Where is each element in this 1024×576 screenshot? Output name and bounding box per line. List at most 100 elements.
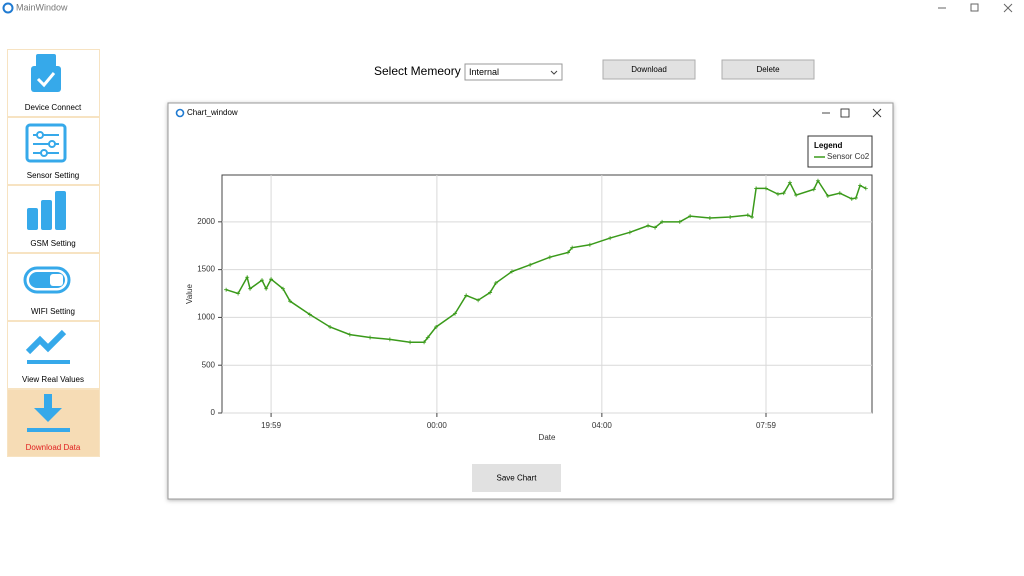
sidebar-item-bg <box>7 389 100 457</box>
icon <box>41 200 52 230</box>
data-marker <box>347 332 352 337</box>
data-marker <box>248 286 253 291</box>
icon <box>34 408 62 422</box>
chart-window-controls[interactable] <box>822 108 882 118</box>
sidebar-item[interactable]: Download Data <box>7 389 100 457</box>
icon <box>50 274 63 286</box>
data-marker <box>825 194 830 199</box>
icon <box>23 266 71 294</box>
data-marker <box>224 287 229 292</box>
data-marker <box>493 281 498 286</box>
icon <box>48 140 56 148</box>
data-marker <box>787 180 792 185</box>
data-marker <box>775 192 780 197</box>
sidebar-item-label: View Real Values <box>22 375 84 384</box>
x-tick-label: 07:59 <box>756 421 777 430</box>
data-marker <box>707 216 712 221</box>
data-marker <box>422 340 427 345</box>
data-marker <box>328 324 333 329</box>
data-marker <box>749 215 754 220</box>
data-marker <box>863 186 868 191</box>
data-marker <box>464 293 469 298</box>
data-marker <box>260 278 265 283</box>
sidebar-item[interactable]: View Real Values <box>7 321 100 389</box>
data-line <box>225 179 867 344</box>
window-title: MainWindow <box>16 2 68 12</box>
data-marker <box>453 311 458 316</box>
y-axis-label: Value <box>185 284 194 304</box>
data-marker <box>653 225 658 230</box>
save-chart-button[interactable]: Save Chart <box>472 464 561 492</box>
data-marker <box>660 219 665 224</box>
memory-select-value: Internal <box>469 67 499 77</box>
icon <box>55 191 66 230</box>
data-marker <box>269 277 274 282</box>
data-marker <box>608 236 613 241</box>
memory-label: Select Memeory <box>374 64 461 78</box>
legend-label: Sensor Co2 <box>827 152 870 161</box>
x-tick-label: 19:59 <box>261 421 282 430</box>
icon <box>27 208 38 230</box>
download-button[interactable]: Download <box>602 59 696 80</box>
icon <box>36 54 56 68</box>
icon <box>25 123 67 163</box>
data-marker <box>781 191 786 196</box>
data-marker <box>677 219 682 224</box>
icon <box>27 428 70 432</box>
button-label: Save Chart <box>496 474 537 483</box>
chart: 0 500 1000 1500 2000 19:59 00:00 04:00 07:59 Date… <box>185 135 873 442</box>
y-tick-label: 2000 <box>197 217 215 226</box>
data-marker <box>794 193 799 198</box>
data-marker <box>688 214 693 219</box>
data-marker <box>488 290 493 295</box>
plot-area <box>221 174 873 414</box>
sidebar-item[interactable]: Sensor Setting <box>7 117 100 185</box>
data-marker <box>728 215 733 220</box>
sidebar-item-label: GSM Setting <box>30 239 75 248</box>
sidebar-item-bg <box>7 321 100 389</box>
data-marker <box>566 250 571 255</box>
data-marker <box>264 286 269 291</box>
delete-button[interactable]: Delete <box>721 59 815 80</box>
app-icon <box>2 2 14 14</box>
data-marker <box>528 262 533 267</box>
icon <box>40 149 48 157</box>
y-tick-label: 0 <box>211 408 216 417</box>
data-marker <box>434 324 439 329</box>
icon <box>44 394 52 410</box>
data-marker <box>811 187 816 192</box>
button-label: Delete <box>756 65 780 74</box>
x-axis-label: Date <box>539 433 556 442</box>
memory-select[interactable]: Internal <box>464 63 563 81</box>
data-marker <box>853 195 858 200</box>
y-tick-label: 1000 <box>197 313 215 322</box>
data-marker <box>627 230 632 235</box>
chart-window-icon <box>175 108 185 118</box>
sidebar-item-bg <box>7 117 100 185</box>
sidebar-item[interactable]: GSM Setting <box>7 185 100 253</box>
data-marker <box>815 178 820 183</box>
window-controls[interactable] <box>938 3 1013 13</box>
data-marker <box>476 298 481 303</box>
icon <box>31 66 61 92</box>
x-tick-label: 00:00 <box>427 421 448 430</box>
data-marker <box>587 242 592 247</box>
data-marker <box>646 223 651 228</box>
legend: Legend Sensor Co2 <box>807 135 873 168</box>
data-marker <box>754 186 759 191</box>
y-tick-label: 1500 <box>197 265 215 274</box>
data-marker <box>425 335 430 340</box>
sidebar: Device Connect Sensor Setting GSM Setting W… <box>7 49 100 457</box>
sidebar-item-label: Download Data <box>26 443 81 452</box>
icon <box>36 72 56 88</box>
sidebar-item-label: Device Connect <box>25 103 82 112</box>
data-marker <box>288 299 293 304</box>
data-marker <box>408 340 413 345</box>
data-marker <box>236 291 241 296</box>
data-marker <box>745 213 750 218</box>
sidebar-item[interactable]: WIFI Setting <box>7 253 100 321</box>
sidebar-item[interactable]: Device Connect <box>7 49 100 117</box>
icon <box>25 329 67 355</box>
